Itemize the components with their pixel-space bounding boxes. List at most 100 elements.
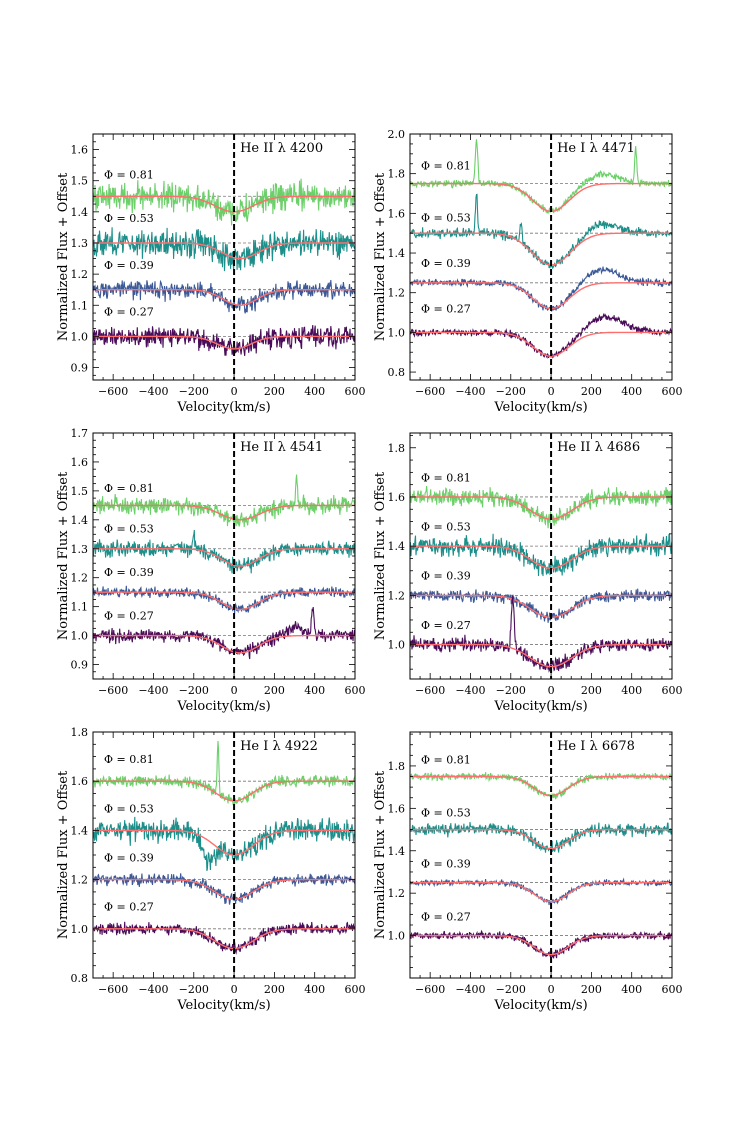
y-tick-label: 1.0 [71, 330, 89, 343]
x-tick-label: 400 [304, 684, 325, 697]
y-tick-label: 1.2 [71, 874, 89, 887]
phase-label: Φ = 0.27 [104, 609, 154, 622]
y-tick-label: 1.3 [71, 237, 89, 250]
phase-label: Φ = 0.81 [104, 168, 154, 181]
x-tick-label: 200 [264, 385, 285, 398]
phase-label: Φ = 0.53 [421, 211, 471, 224]
panel-6: Φ = 0.81 Φ = 0.53 Φ = 0.39 Φ = 0.27 He I λ 6… [373, 731, 683, 1013]
phase-label: Φ = 0.27 [421, 619, 471, 632]
x-tick-label: −400 [455, 385, 485, 398]
x-tick-label: 600 [662, 684, 683, 697]
y-tick-label: 1.4 [388, 540, 406, 553]
x-axis-label: Velocity(km/s) [493, 400, 587, 415]
x-tick-label: −200 [496, 684, 526, 697]
x-tick-label: −600 [415, 983, 445, 996]
phase-label: Φ = 0.39 [104, 851, 154, 864]
panel-title: He I λ 4471 [557, 141, 635, 156]
x-tick-label: 0 [231, 983, 238, 996]
y-tick-label: 1.4 [71, 824, 89, 837]
x-axis-label: Velocity(km/s) [176, 998, 270, 1013]
y-tick-label: 1.0 [388, 930, 406, 943]
model-line-2 [93, 289, 355, 307]
y-tick-label: 1.2 [388, 589, 406, 602]
model-line-2 [410, 881, 672, 903]
x-tick-label: 600 [345, 983, 366, 996]
y-axis-label: Normalized Flux + Offset [56, 770, 71, 939]
model-line-3 [410, 331, 672, 357]
panel-4: Φ = 0.81 Φ = 0.53 Φ = 0.39 Φ = 0.27 He II λ … [373, 432, 683, 714]
phase-label: Φ = 0.39 [421, 570, 471, 583]
x-tick-label: 0 [548, 983, 555, 996]
spectrum-line-0 [93, 474, 355, 528]
x-tick-label: −400 [138, 983, 168, 996]
phase-label: Φ = 0.27 [421, 911, 471, 924]
x-tick-label: −400 [455, 684, 485, 697]
model-line-0 [93, 780, 355, 802]
x-tick-label: −400 [138, 385, 168, 398]
x-tick-label: 200 [581, 983, 602, 996]
plot-area [93, 134, 355, 380]
model-line-1 [93, 829, 355, 856]
y-tick-label: 1.1 [71, 601, 89, 614]
model-line-1 [93, 548, 355, 567]
x-tick-label: −600 [415, 385, 445, 398]
y-tick-label: 1.0 [71, 630, 89, 643]
x-axis-label: Velocity(km/s) [176, 699, 270, 714]
y-tick-label: 1.8 [388, 442, 406, 455]
x-tick-label: 200 [581, 385, 602, 398]
spectrum-line-3 [410, 595, 672, 673]
x-tick-label: 0 [548, 385, 555, 398]
spectrum-line-2 [410, 588, 672, 623]
y-tick-label: 1.3 [71, 543, 89, 556]
x-tick-label: −600 [98, 385, 128, 398]
panel-title: He I λ 4922 [240, 739, 318, 754]
x-tick-label: 200 [264, 983, 285, 996]
phase-label: Φ = 0.53 [104, 523, 154, 536]
y-tick-label: 0.9 [71, 659, 89, 672]
y-axis-label: Normalized Flux + Offset [373, 770, 388, 939]
y-tick-label: 1.6 [388, 802, 406, 815]
model-line-1 [93, 242, 355, 260]
x-axis-label: Velocity(km/s) [493, 998, 587, 1013]
y-tick-label: 0.8 [388, 366, 406, 379]
panel-1: Φ = 0.81 Φ = 0.53 Φ = 0.39 Φ = 0.27 He II λ … [56, 133, 366, 415]
panel-5: Φ = 0.81 Φ = 0.53 Φ = 0.39 Φ = 0.27 He I λ 4… [56, 726, 366, 1013]
y-tick-label: 1.8 [388, 168, 406, 181]
model-line-1 [410, 545, 672, 569]
y-tick-label: 1.0 [388, 639, 406, 652]
x-tick-label: 200 [581, 684, 602, 697]
phase-label: Φ = 0.81 [421, 471, 471, 484]
y-tick-label: 1.4 [71, 206, 89, 219]
model-line-2 [410, 594, 672, 619]
phase-label: Φ = 0.81 [421, 160, 471, 173]
model-line-0 [93, 195, 355, 213]
spectrum-line-0 [93, 178, 355, 226]
y-tick-label: 1.4 [388, 845, 406, 858]
model-line-2 [93, 591, 355, 611]
phase-label: Φ = 0.53 [421, 520, 471, 533]
phase-label: Φ = 0.53 [421, 807, 471, 820]
phase-label: Φ = 0.27 [421, 303, 471, 316]
spectrum-line-1 [410, 821, 672, 853]
model-line-0 [410, 182, 672, 213]
y-tick-label: 1.2 [71, 268, 89, 281]
y-tick-label: 1.0 [388, 326, 406, 339]
model-line-3 [410, 643, 672, 668]
panel-title: He II λ 4200 [240, 141, 323, 156]
x-tick-label: 400 [621, 983, 642, 996]
y-tick-label: 1.7 [71, 427, 89, 440]
y-tick-label: 1.2 [388, 887, 406, 900]
x-tick-label: −200 [496, 385, 526, 398]
plot-area [93, 732, 355, 978]
x-tick-label: 600 [345, 385, 366, 398]
model-line-3 [410, 934, 672, 956]
y-axis-label: Normalized Flux + Offset [56, 471, 71, 640]
y-tick-label: 1.2 [71, 572, 89, 585]
x-tick-label: −400 [138, 684, 168, 697]
x-tick-label: −200 [179, 983, 209, 996]
model-line-3 [93, 335, 355, 350]
y-tick-label: 1.6 [71, 775, 89, 788]
y-tick-label: 1.4 [388, 247, 406, 260]
spectrum-line-2 [93, 279, 355, 314]
y-axis-label: Normalized Flux + Offset [56, 172, 71, 341]
